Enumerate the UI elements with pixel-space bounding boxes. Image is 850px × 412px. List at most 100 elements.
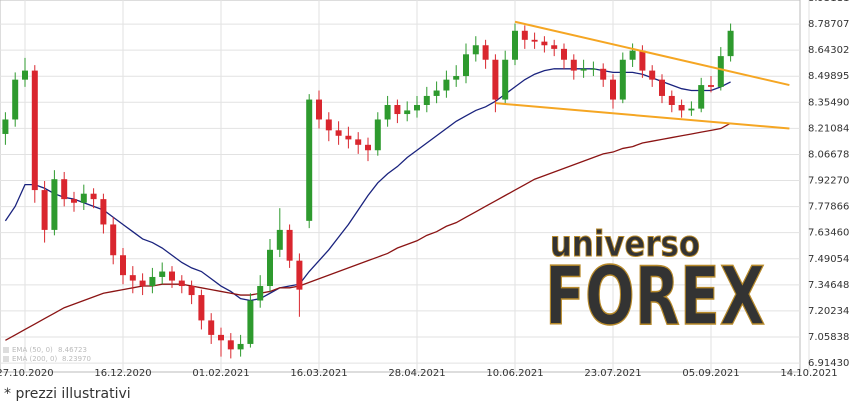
marks <box>2 20 790 359</box>
candle-body <box>443 79 450 91</box>
candle-body <box>208 320 215 335</box>
y-tick-label: 7.34648 <box>808 280 849 291</box>
trend-line <box>514 20 790 87</box>
y-tick-label: 8.64302 <box>808 45 849 56</box>
candle-body <box>325 119 332 131</box>
candle-body <box>433 90 440 96</box>
y-tick-label: 7.92270 <box>808 176 849 187</box>
candle-body <box>286 229 293 261</box>
candle-body <box>492 59 499 100</box>
y-tick-label: 6.91430 <box>808 358 849 369</box>
candle-body <box>580 68 587 71</box>
watermark: universo FOREX <box>544 224 766 344</box>
x-tick-label: 05.09.2021 <box>682 368 739 379</box>
candle-body <box>267 249 273 287</box>
candle-body <box>531 39 538 42</box>
candle-body <box>296 260 303 290</box>
axes: 6.91430 7.05838 7.20234 7.34648 7.49054 7.634… <box>0 0 849 379</box>
candle-body <box>61 179 68 200</box>
x-tick-label: 14.10.2021 <box>780 368 837 379</box>
candle-body <box>374 119 381 151</box>
candle-body <box>727 30 734 57</box>
candle-body <box>521 30 528 40</box>
candle-body <box>178 280 185 287</box>
y-tick-label: 8.21084 <box>808 123 849 134</box>
y-tick-label: 8.06678 <box>808 149 849 160</box>
candle-body <box>394 104 401 115</box>
candle-body <box>541 41 548 46</box>
candle-body <box>639 50 646 71</box>
candle-body <box>12 79 19 120</box>
legend-label: EMA (200, 0) <box>12 355 57 363</box>
candle-body <box>570 59 577 71</box>
candle-body <box>423 95 430 105</box>
candle-body <box>472 45 479 55</box>
legend-swatch <box>3 347 9 353</box>
candle-body <box>708 85 714 87</box>
candle-body <box>110 224 117 256</box>
y-tick-label: 8.35490 <box>808 97 849 108</box>
y-tick-label: 8.93111 <box>808 0 849 4</box>
watermark-line: FOREX <box>545 250 765 343</box>
candle-body <box>463 54 469 77</box>
candle-body <box>668 95 675 105</box>
legend-swatch <box>3 356 9 362</box>
ema-line <box>4 68 731 302</box>
footnote: * prezzi illustrativi <box>4 386 131 402</box>
candle-body <box>482 45 489 60</box>
candle-body <box>198 295 205 321</box>
y-tick-label: 7.05838 <box>808 332 849 343</box>
candle-body <box>551 45 558 49</box>
legend-value: 8.23970 <box>62 355 91 363</box>
candle-body <box>227 340 234 350</box>
y-tick-label: 8.78707 <box>808 19 849 30</box>
candle-body <box>345 135 352 140</box>
candle-body <box>453 76 460 80</box>
candle-body <box>159 271 166 277</box>
x-tick-label: 16.03.2021 <box>290 368 347 379</box>
candle-body <box>237 343 244 350</box>
candle-body <box>31 70 38 191</box>
candle-body <box>129 275 136 281</box>
candle-body <box>404 110 411 115</box>
candle-body <box>276 229 283 250</box>
x-tick-label: 23.07.2021 <box>584 368 641 379</box>
candle-body <box>512 30 518 60</box>
candle-body <box>188 286 195 296</box>
candle-body <box>649 70 656 80</box>
candle-body <box>120 255 126 276</box>
candle-body <box>22 70 28 80</box>
x-tick-label: 16.12.2020 <box>94 368 151 379</box>
candle-body <box>247 300 254 344</box>
legend-label: EMA (50, 0) <box>12 346 53 354</box>
candle-body <box>678 104 685 111</box>
candle-body <box>218 334 224 341</box>
y-tick-label: 7.49054 <box>808 254 849 265</box>
candle-body <box>365 144 371 151</box>
candle-body <box>306 99 313 221</box>
trend-line <box>495 102 790 130</box>
legend-value: 8.46723 <box>58 346 87 354</box>
candle-body <box>717 56 724 87</box>
candle-body <box>316 99 322 120</box>
candle-body <box>149 276 156 287</box>
candle-body <box>169 271 175 281</box>
candle-body <box>90 193 97 200</box>
candle-body <box>80 193 87 203</box>
candle-body <box>384 104 391 120</box>
candle-body <box>100 199 107 225</box>
x-tick-label: 10.06.2021 <box>486 368 543 379</box>
candle-body <box>335 130 342 136</box>
candle-body <box>414 104 420 111</box>
y-tick-label: 7.63460 <box>808 228 849 239</box>
candle-body <box>590 68 597 70</box>
x-tick-label: 27.10.2020 <box>0 368 54 379</box>
x-tick-label: 01.02.2021 <box>192 368 249 379</box>
candle-body <box>688 108 695 111</box>
candle-body <box>561 48 567 60</box>
candle-body <box>600 68 607 80</box>
ema-line <box>5 122 731 341</box>
candle-body <box>629 50 636 60</box>
